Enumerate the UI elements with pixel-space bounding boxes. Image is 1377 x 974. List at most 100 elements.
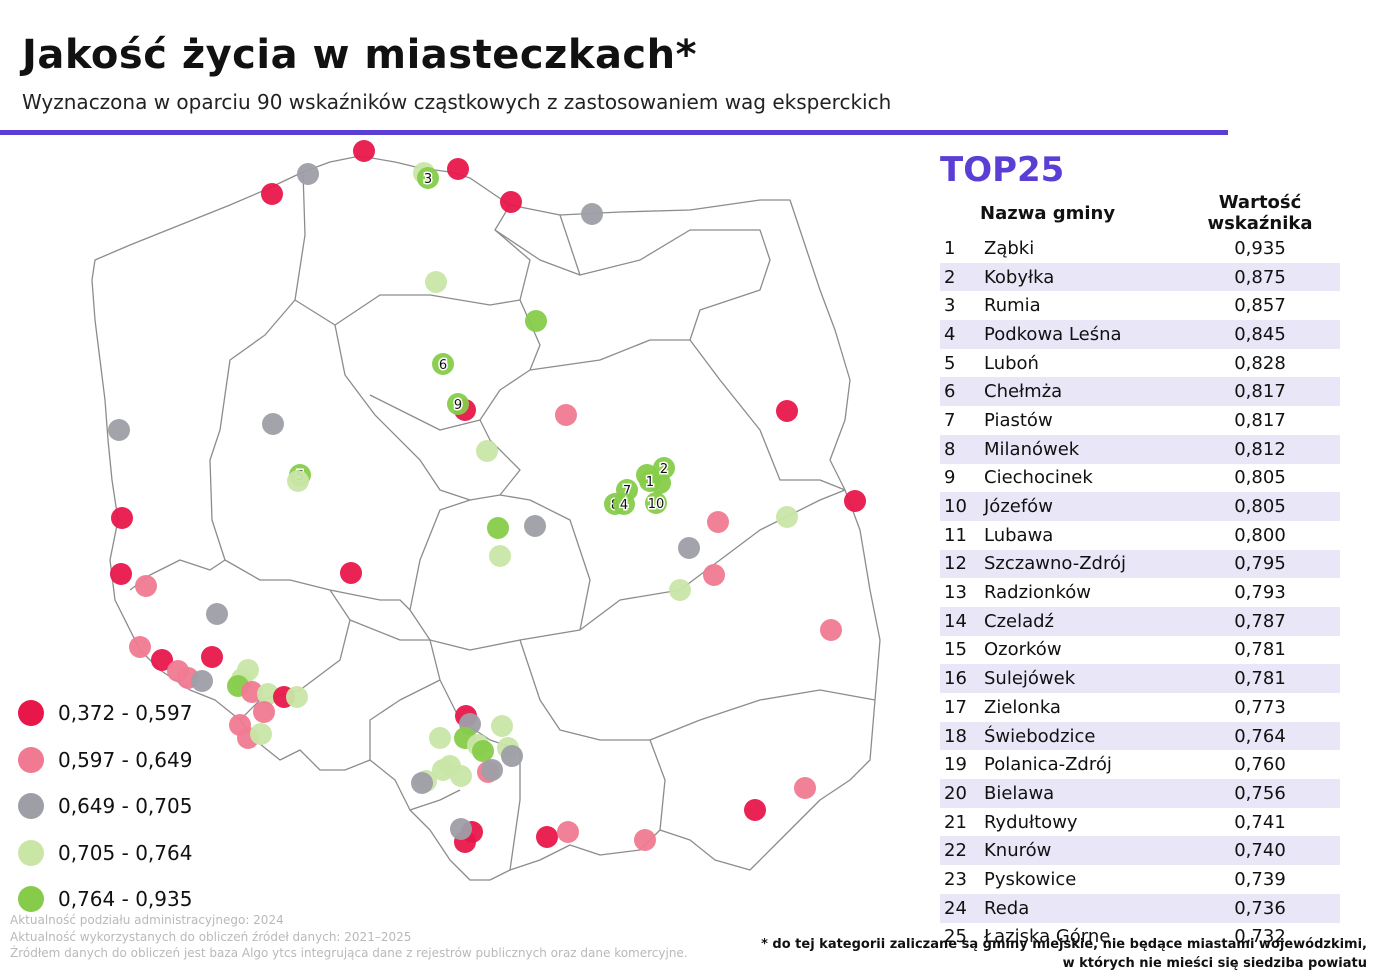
cell-name: Ciechocinek [984,467,1093,489]
town-rank-label: 6 [439,358,447,373]
town-marker [250,723,272,745]
legend-label: 0,597 - 0,649 [58,747,193,772]
town-rank-label: 3 [424,172,432,187]
cell-value: 0,741 [1234,811,1286,833]
legend-label: 0,372 - 0,597 [58,701,193,726]
country-outline [91,155,881,881]
cell-name: Ozorków [984,639,1062,661]
town-marker [450,765,472,787]
town-marker [432,759,454,781]
voivodeship-borders [91,155,881,881]
cell-name: Czeladź [984,606,1180,636]
town-marker [110,563,132,585]
cell-name: Reda [984,893,1180,923]
table-row: 3 Rumia 0,857 [940,291,1340,320]
town-marker [262,413,284,435]
town-marker [108,419,130,441]
table-row: 10 Józefów 0,805 [940,492,1340,521]
town-rank-label: 9 [454,398,462,413]
town-marker [776,400,798,422]
table-row: 2 Kobyłka 0,875 [940,262,1340,292]
cell-value: 0,828 [1234,352,1286,374]
legend-label: 0,705 - 0,764 [58,840,193,865]
town-rank-label: 10 [648,497,665,512]
town-marker [491,715,513,737]
town-marker [613,493,635,515]
cell-rank: 6 [940,377,984,407]
legend-item: 0,649 - 0,705 [18,783,192,830]
page-subtitle: Wyznaczona w oparciu 90 wskaźników cząst… [22,90,892,114]
cell-name: Pyskowice [984,868,1077,890]
top25-table: Nazwa gminy Wartość wskaźnika 1 Ząbki 0,93… [940,192,1340,951]
town-marker [669,579,691,601]
cell-value: 0,805 [1180,492,1340,521]
table-row: 5 Luboń 0,828 [940,349,1340,378]
table-row: 17 Zielonka 0,773 [940,693,1340,722]
cell-rank: 7 [944,409,956,431]
cell-name: Świebodzice [984,721,1180,751]
town-marker [703,564,725,586]
town-marker [472,740,494,762]
town-marker [744,799,766,821]
cell-rank: 24 [940,893,984,923]
town-marker [206,603,228,625]
cell-value: 0,845 [1180,320,1340,349]
legend-item: 0,764 - 0,935 [18,876,192,923]
cell-rank: 2 [940,262,984,292]
town-marker [340,562,362,584]
table-row: 19 Polanica-Zdrój 0,760 [940,750,1340,779]
table-row: 20 Bielawa 0,756 [940,779,1340,808]
town-marker [135,575,157,597]
cell-rank: 18 [940,721,984,751]
cell-value: 0,764 [1180,721,1340,751]
legend-item: 0,372 - 0,597 [18,690,192,737]
cell-value: 0,732 [1234,926,1286,948]
cell-name: Piastów [984,409,1053,431]
table-row: 24 Reda 0,736 [940,893,1340,923]
town-rank-label: 4 [620,498,628,513]
town-marker [639,470,661,492]
legend-dot-icon [18,886,44,913]
footnote: * do tej kategorii zaliczane są gminy mi… [761,935,1367,973]
cell-name: Ząbki [984,237,1035,259]
town-marker [653,457,675,479]
town-marker [191,670,213,692]
table-row: 11 Lubawa 0,800 [940,521,1340,550]
cell-rank: 13 [944,582,967,604]
town-marker [501,745,523,767]
sources-note: Aktualność podziału administracyjnego: 2… [10,912,688,962]
cell-name: Luboń [984,352,1039,374]
legend-dot-icon [18,793,44,820]
page-title: Jakość życia w miasteczkach* [22,32,698,78]
cell-name: Bielawa [984,779,1180,808]
cell-value: 0,817 [1180,377,1340,407]
town-rank-label: 7 [623,484,631,499]
cell-name: Radzionków [984,582,1091,604]
town-marker [129,636,151,658]
cell-name: Rumia [984,295,1041,317]
town-marker [241,681,263,703]
cell-value: 0,781 [1234,639,1286,661]
table-row: 13 Radzionków 0,793 [940,578,1340,607]
town-marker [287,470,309,492]
table-row: 8 Milanówek 0,812 [940,434,1340,464]
town-marker [411,772,433,794]
cell-value: 0,773 [1234,696,1286,718]
footnote-line: w których nie mieści się siedziba powiat… [1062,956,1367,971]
town-marker [481,759,503,781]
cell-value: 0,756 [1180,779,1340,808]
town-rank-label: 2 [660,462,668,477]
town-marker [794,777,816,799]
town-markers: 36952178410 [108,140,866,853]
town-marker [524,515,546,537]
cell-value: 0,787 [1180,606,1340,636]
table-row: 18 Świebodzice 0,764 [940,721,1340,751]
column-header-name: Nazwa gminy [980,202,1116,224]
cell-rank: 1 [944,237,956,259]
town-marker [555,404,577,426]
cell-name: Szczawno-Zdrój [984,549,1180,579]
cell-value: 0,793 [1234,582,1286,604]
legend-label: 0,764 - 0,935 [58,887,193,912]
cell-rank: 11 [944,524,967,546]
town-marker [634,829,656,851]
